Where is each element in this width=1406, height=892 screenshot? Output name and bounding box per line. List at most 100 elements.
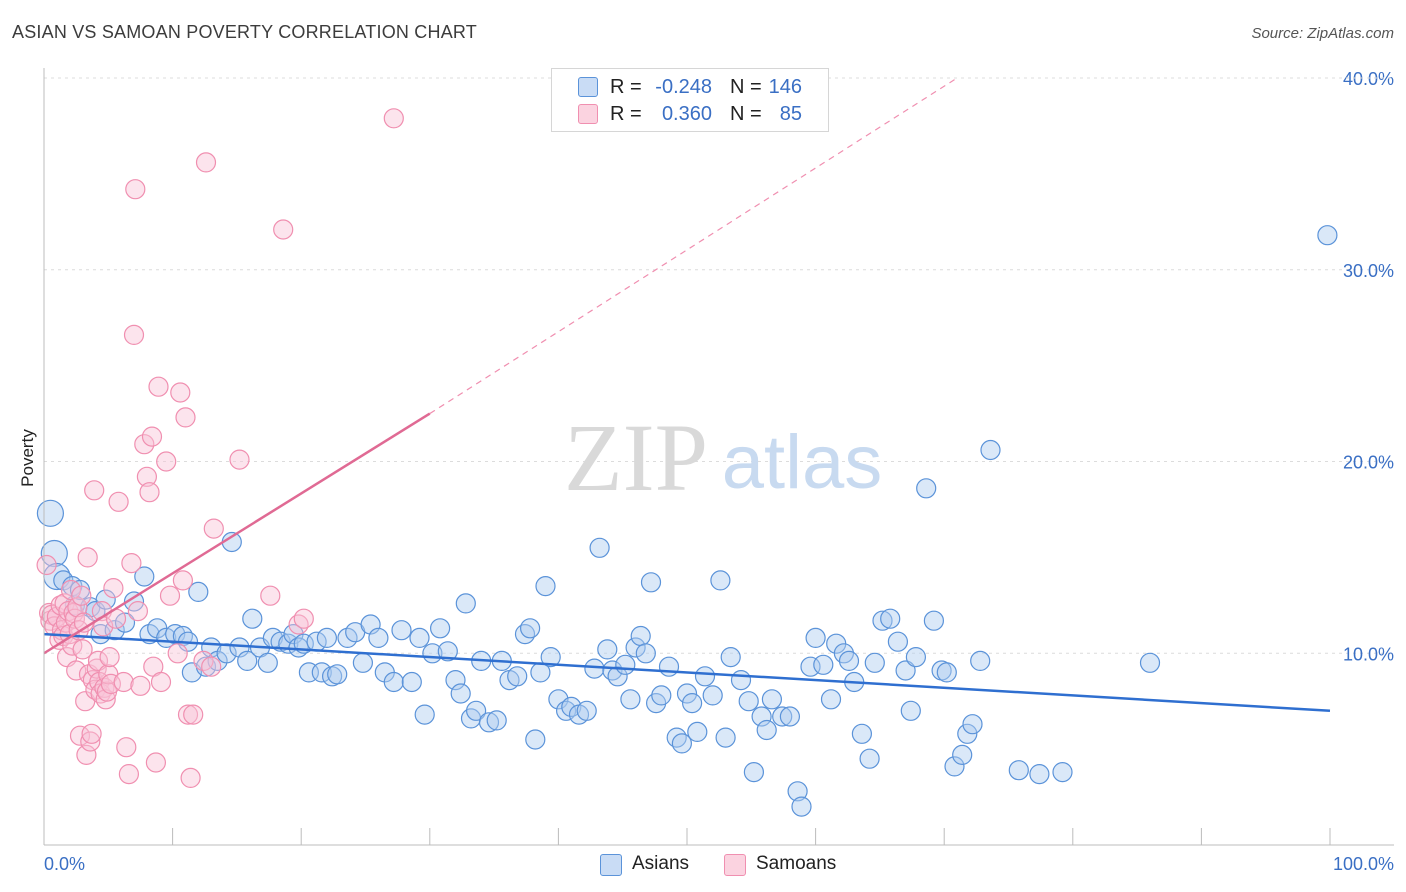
- asians-point: [188, 581, 209, 603]
- asians-point: [535, 575, 556, 597]
- asians-point: [980, 439, 1001, 461]
- asians-point: [671, 733, 693, 754]
- legend-r-value: -0.248: [655, 76, 712, 98]
- samoans-point: [103, 577, 124, 599]
- asians-point: [540, 646, 561, 668]
- bottom-legend-asians-label: Asians: [632, 853, 690, 874]
- samoans-point: [127, 600, 148, 622]
- asians-point: [676, 683, 698, 704]
- y-tick-label: 20.0%: [1343, 453, 1394, 473]
- asians-point: [895, 660, 916, 681]
- samoans-point: [148, 376, 169, 397]
- asians-point: [625, 637, 646, 658]
- chart-title: ASIAN VS SAMOAN POVERTY CORRELATION CHAR…: [12, 22, 477, 42]
- samoans-point: [172, 570, 193, 591]
- asians-point: [957, 723, 978, 744]
- asians-point: [95, 589, 116, 610]
- asians-point: [756, 719, 777, 741]
- legend-n-label: N =: [730, 76, 762, 98]
- asians-point: [730, 669, 752, 691]
- asians-point: [576, 700, 597, 721]
- samoans-point: [118, 763, 139, 785]
- legend-row-samoans: R = 0.360 N = 85: [552, 101, 828, 127]
- samoans-point: [195, 152, 217, 173]
- asians-point: [720, 646, 741, 668]
- asians-point: [383, 671, 404, 693]
- samoans-point: [136, 466, 157, 487]
- asians-point: [597, 639, 618, 660]
- asians-point: [715, 727, 736, 748]
- asians-points: [36, 225, 1338, 817]
- samoans-points: [36, 108, 404, 789]
- asians-point: [466, 700, 487, 721]
- samoans-point: [125, 179, 146, 200]
- asians-point: [651, 685, 672, 706]
- axes: [43, 68, 1394, 846]
- samoans-point: [134, 434, 155, 455]
- samoans-point: [67, 597, 88, 618]
- asians-point: [761, 689, 783, 710]
- asians-point: [900, 700, 921, 721]
- samoans-point: [113, 671, 134, 693]
- asians-point: [620, 689, 641, 710]
- asians-point: [548, 689, 569, 710]
- asians-point: [681, 692, 703, 714]
- samoans-point: [86, 658, 107, 679]
- legend-r-label: R =: [610, 103, 642, 125]
- asians-point: [584, 658, 605, 679]
- asians-point: [887, 631, 909, 652]
- x-tick-0: 0.0%: [44, 854, 85, 874]
- asians-point: [437, 641, 458, 662]
- samoans-point: [66, 660, 87, 681]
- asians-point: [134, 566, 155, 587]
- samoans-point: [183, 704, 204, 725]
- asians-point: [486, 710, 507, 731]
- asians-point: [1139, 652, 1161, 673]
- asians-point: [478, 712, 500, 733]
- samoans-point: [177, 704, 199, 725]
- asians-point: [635, 643, 656, 664]
- samoans-point: [383, 108, 404, 129]
- asians-point: [589, 537, 610, 558]
- asians-point: [805, 627, 826, 649]
- samoans-point: [273, 219, 294, 240]
- samoans-point: [71, 585, 92, 606]
- asians-point: [952, 744, 973, 766]
- asians-point: [368, 627, 389, 649]
- samoans-point: [95, 689, 116, 710]
- asians-point: [813, 654, 834, 675]
- asians-point: [944, 756, 965, 777]
- asians-point: [242, 608, 263, 629]
- asians-point: [916, 478, 937, 499]
- samoans-point: [145, 752, 166, 773]
- samoans-point: [293, 608, 314, 629]
- asians-point: [751, 706, 772, 727]
- asians-point: [40, 539, 68, 568]
- samoans-point: [100, 673, 122, 695]
- asians-point: [905, 646, 927, 668]
- samoans-point: [150, 671, 172, 693]
- samoans-point: [180, 767, 201, 789]
- samoans-point: [175, 407, 196, 428]
- samoans-point: [76, 744, 97, 766]
- samoans-point: [159, 585, 181, 606]
- legend-n-value: 146: [768, 76, 802, 98]
- legend-n-label: N =: [730, 103, 762, 125]
- asians-trend-line: [43, 632, 1331, 713]
- y-tick-label: 30.0%: [1343, 261, 1394, 281]
- samoans-point: [121, 552, 142, 574]
- samoans-point: [36, 554, 57, 576]
- asians-point: [270, 631, 291, 652]
- asians-point: [640, 572, 662, 593]
- samoans-point: [170, 382, 191, 403]
- asians-swatch: [600, 854, 622, 876]
- asians-point: [607, 666, 628, 687]
- asians-point: [352, 652, 373, 673]
- asians-point: [445, 669, 466, 691]
- y-axis-label: Poverty: [18, 429, 37, 487]
- samoans-point: [80, 731, 101, 752]
- samoans-point: [108, 491, 129, 512]
- asians-point: [962, 714, 983, 735]
- samoans-point: [123, 324, 145, 345]
